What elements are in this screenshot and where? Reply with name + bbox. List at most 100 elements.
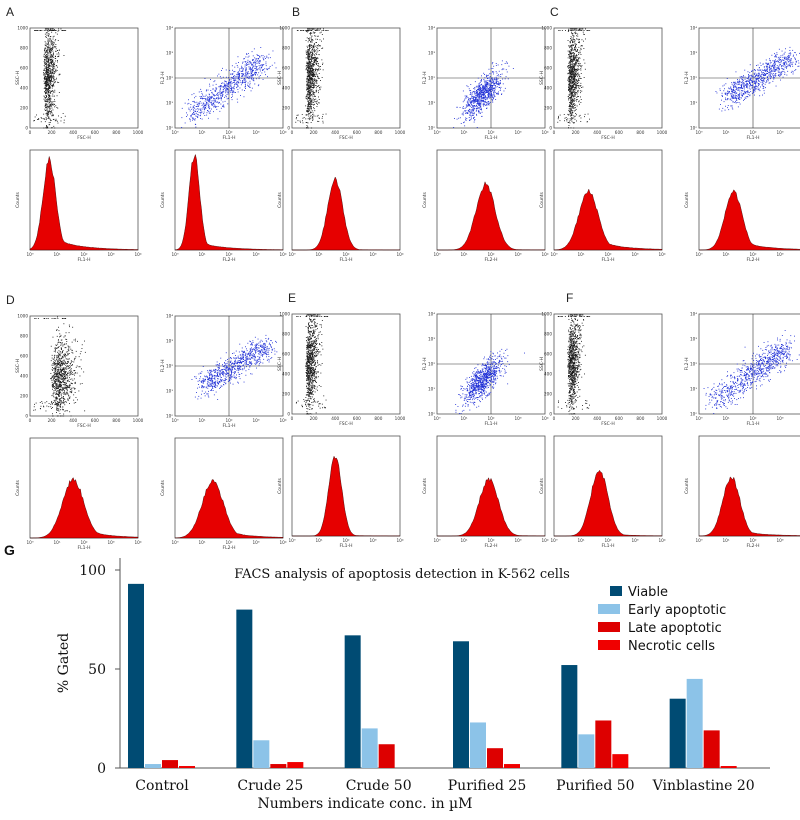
x-axis-label: FL1-H — [747, 135, 760, 141]
y-axis-label: Counts — [684, 477, 690, 493]
x-tick-label: 10² — [604, 538, 611, 543]
x-tick-label: 200 — [310, 416, 318, 421]
y-axis-label: Counts — [160, 191, 166, 207]
scatter-plot-fsc-ssc: 0 200 400 600 800 1000 0 200 400 600 800 1000 FSC-H S… — [539, 26, 668, 142]
bar — [578, 734, 595, 768]
facs-panel-c: C 0 200 400 600 800 1000 0 200 400 600 800 1000 FSC-H… — [539, 5, 800, 263]
x-tick-label: 10⁰ — [550, 538, 557, 543]
x-tick-label: 10⁴ — [658, 538, 665, 543]
y-tick-label: 1000 — [279, 26, 290, 31]
y-tick-label: 10¹ — [690, 101, 697, 106]
x-tick-label: 10² — [487, 538, 494, 543]
x-tick-label: 10⁴ — [541, 130, 548, 135]
x-tick-label: 10⁰ — [171, 252, 178, 257]
x-tick-label: 10⁰ — [433, 538, 440, 543]
legend-label: Necrotic cells — [628, 639, 715, 654]
bar — [703, 730, 720, 768]
legend-swatch — [610, 586, 622, 596]
bar — [487, 748, 503, 768]
y-tick-label: 10¹ — [428, 387, 435, 392]
histogram-area — [699, 189, 800, 251]
y-tick-label: 800 — [20, 334, 28, 339]
bar — [361, 728, 378, 768]
histogram: 10⁰ 10¹ 10² 10³ 10⁴ FL1-H Counts — [539, 149, 666, 263]
y-axis-label: SSC-H — [277, 71, 283, 85]
scatter-plot-fsc-ssc: 0 200 400 600 800 1000 0 200 400 600 800 1000 FSC-H S… — [539, 312, 668, 428]
x-tick-label: 10¹ — [460, 538, 467, 543]
y-tick-label: 400 — [544, 86, 552, 91]
x-tick-label: 10¹ — [53, 540, 60, 545]
x-tick-label: 10⁴ — [658, 252, 665, 257]
y-tick-label: 10⁴ — [166, 26, 173, 31]
y-tick-label: 10⁴ — [690, 312, 697, 317]
bar — [470, 722, 486, 768]
histogram-area — [553, 188, 663, 251]
scatter-plot-fsc-ssc: 0 200 400 600 800 1000 0 200 400 600 800 1000 FSC-H S… — [15, 314, 144, 430]
y-tick-label: 800 — [544, 332, 552, 337]
y-axis-label: Counts — [277, 477, 283, 493]
facs-panel-e: E 0 200 400 600 800 1000 0 200 400 600 800 1000 FSC-H… — [277, 291, 549, 549]
x-axis-label: FL1-H — [602, 257, 615, 263]
y-axis-label: FL2-H — [684, 358, 690, 371]
y-tick-label: 10⁰ — [166, 414, 173, 419]
y-tick-label: 200 — [282, 106, 290, 111]
x-tick-label: 10³ — [252, 418, 259, 423]
y-tick-label: 10⁰ — [428, 412, 435, 417]
x-axis-label: FSC-H — [601, 421, 615, 427]
histogram: 10⁰ 10¹ 10² 10³ 10⁴ FL1-H Counts — [539, 435, 666, 549]
scatter-points — [181, 47, 277, 128]
legend-swatch — [598, 622, 620, 632]
x-tick-label: 800 — [112, 130, 120, 135]
x-tick-label: 10³ — [369, 538, 376, 543]
x-tick-label: 10³ — [514, 538, 521, 543]
chart-legend: Viable Early apoptotic Late apoptotic Necro… — [598, 585, 726, 654]
y-tick-label: 1000 — [541, 312, 552, 317]
plot-frame — [29, 315, 139, 417]
y-axis-label: Counts — [422, 191, 428, 207]
x-tick-label: 10² — [487, 130, 494, 135]
panel-letter: F — [566, 291, 573, 305]
x-tick-label: 10⁰ — [433, 416, 440, 421]
x-tick-label: 600 — [615, 130, 623, 135]
bar — [720, 766, 737, 768]
x-tick-label: 10³ — [107, 540, 114, 545]
x-tick-label: 10² — [342, 252, 349, 257]
y-tick-label: 10⁰ — [690, 412, 697, 417]
y-tick-label: 10³ — [166, 51, 173, 56]
x-tick-label: 10⁰ — [550, 252, 557, 257]
x-tick-label: 10⁴ — [134, 540, 141, 545]
x-tick-label: 10² — [749, 538, 756, 543]
x-tick-label: 10¹ — [577, 538, 584, 543]
y-tick-label: 10⁰ — [690, 126, 697, 131]
y-tick-label: 600 — [282, 352, 290, 357]
y-tick-label: 200 — [20, 106, 28, 111]
x-axis-label: FL1-H — [78, 257, 91, 263]
y-axis-label: SSC-H — [15, 359, 21, 373]
y-tick-label: 10³ — [428, 51, 435, 56]
y-tick-label: 800 — [282, 332, 290, 337]
x-tick-label: Control — [135, 778, 189, 794]
x-tick-label: 200 — [310, 130, 318, 135]
y-tick-label: 800 — [544, 46, 552, 51]
x-axis-label: FL1-H — [78, 545, 91, 551]
x-tick-label: 10⁴ — [279, 252, 286, 257]
bar-group-4: Purified 50 — [556, 665, 635, 794]
plot-frame — [291, 313, 401, 415]
x-tick-label: 200 — [572, 416, 580, 421]
x-tick-label: Vinblastine 20 — [652, 778, 755, 794]
y-tick-label: 10⁴ — [690, 26, 697, 31]
y-tick-label: 0 — [97, 761, 106, 777]
y-tick-label: 400 — [544, 372, 552, 377]
y-tick-label: 200 — [20, 394, 28, 399]
y-tick-label: 200 — [282, 392, 290, 397]
x-tick-label: 800 — [636, 130, 644, 135]
x-tick-label: 10⁰ — [26, 540, 33, 545]
x-axis-label: FSC-H — [77, 135, 91, 141]
y-axis-label: FL2-H — [160, 72, 166, 85]
histogram: 10⁰ 10¹ 10² 10³ 10⁴ FL1-H Counts — [277, 435, 404, 549]
y-tick-label: 0 — [549, 412, 552, 417]
